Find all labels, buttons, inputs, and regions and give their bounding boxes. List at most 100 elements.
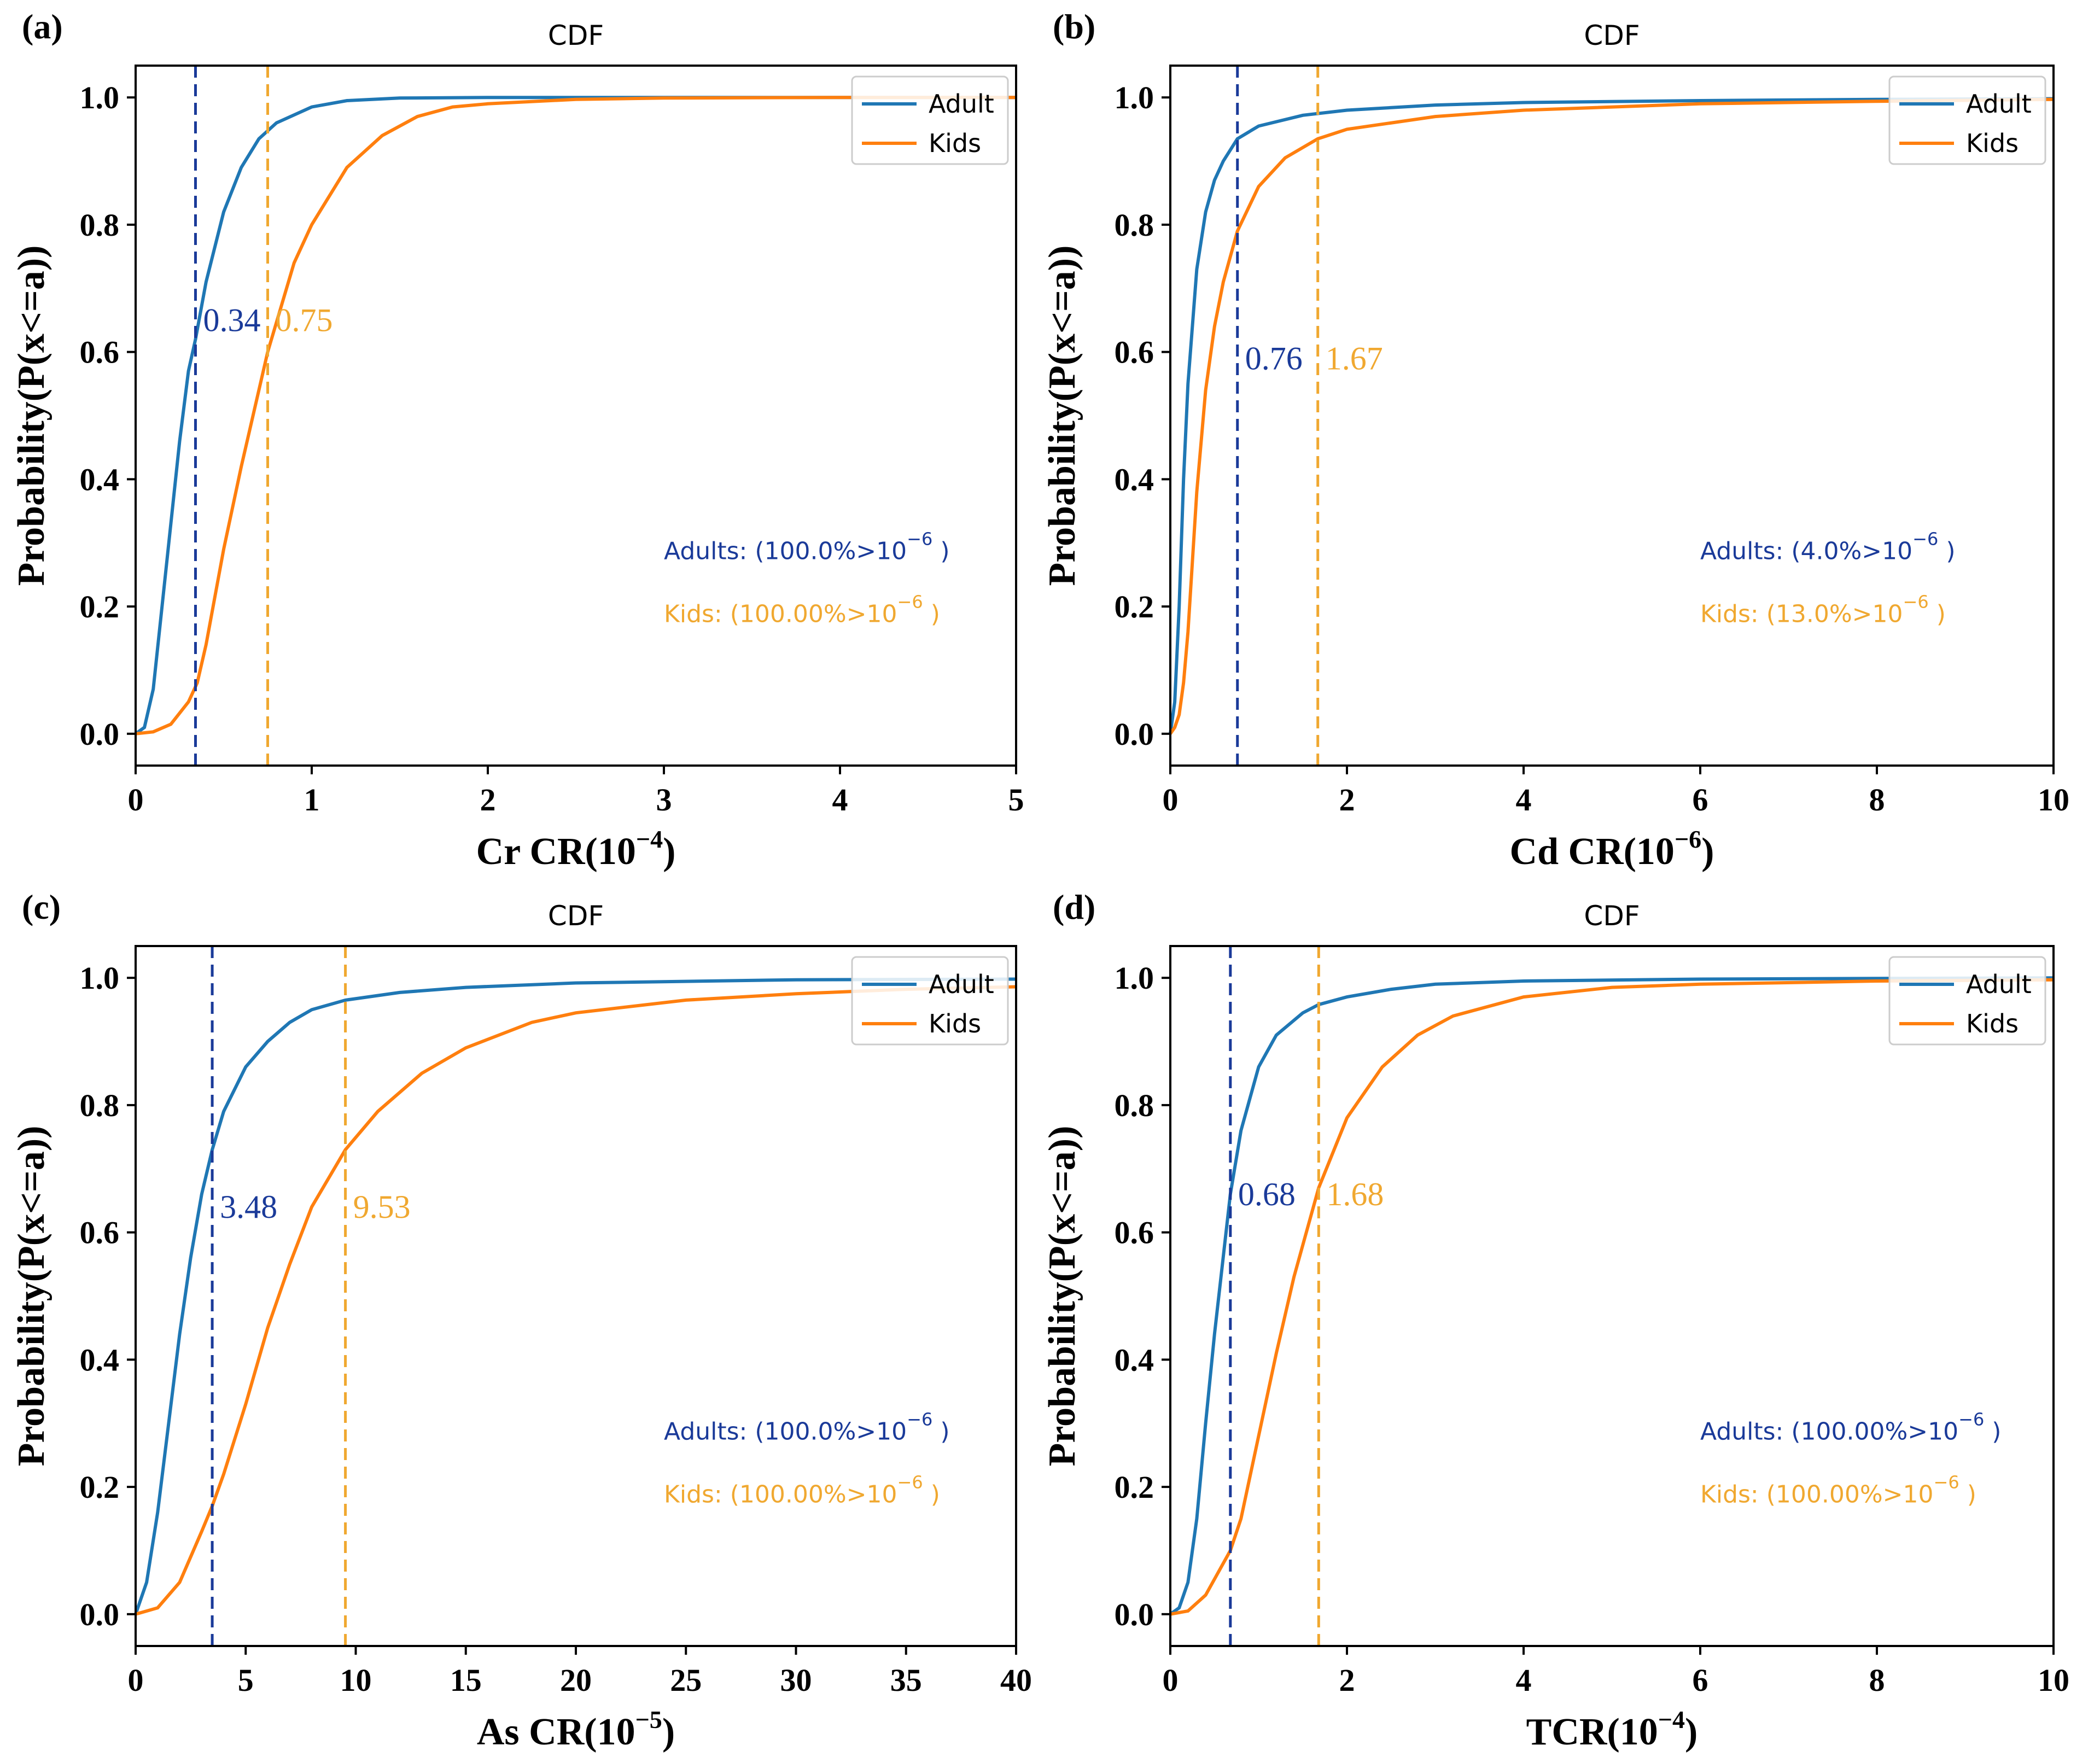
note-exponent: −6 (1912, 528, 1938, 549)
y-tick-label: 0.8 (1115, 207, 1154, 243)
y-tick-label: 0.0 (1115, 716, 1154, 752)
legend-label-kids: Kids (929, 129, 981, 158)
y-tick-label: 0.6 (80, 1215, 120, 1251)
note-kids: Kids: (100.00%>10−6 ) (1700, 1472, 1976, 1508)
x-tick-label: 20 (560, 1662, 592, 1698)
x-tick-label: 4 (832, 782, 848, 818)
plot-frame (1169, 65, 2055, 767)
x-tick-label: 8 (1869, 1662, 1885, 1698)
chart-title: CDF (548, 900, 604, 932)
note-kids: Kids: (100.00%>10−6 ) (664, 591, 940, 628)
threshold-label-kids: 0.75 (276, 302, 333, 338)
x-tick-label: 4 (1516, 782, 1532, 818)
note-suffix: ) (1938, 537, 1955, 565)
series-line-kids (1169, 97, 2054, 735)
note-exponent: −6 (897, 591, 923, 612)
note-exponent: −6 (1934, 1472, 1959, 1492)
x-tick-label: 5 (238, 1662, 254, 1698)
note-prefix: Kids: (13.0%>10 (1700, 600, 1903, 628)
y-tick-label: 1.0 (80, 960, 120, 996)
x-axis-label-exponent: −5 (635, 1706, 662, 1733)
x-axis-label-exponent: −4 (636, 825, 663, 853)
legend: Adult Kids (1888, 75, 2046, 165)
y-axis-label: Probability(P(x<=a)) (1041, 1126, 1083, 1467)
threshold-label-kids: 9.53 (353, 1189, 411, 1225)
plot-frame (135, 65, 1017, 767)
x-tick-label: 1 (304, 782, 320, 818)
y-tick-label: 0.0 (80, 716, 120, 752)
x-axis-label-suffix: ) (662, 1711, 675, 1753)
x-tick-label: 3 (656, 782, 672, 818)
y-tick-label: 0.8 (1115, 1088, 1154, 1123)
y-tick-label: 0.2 (80, 1469, 120, 1505)
note-adult: Adults: (4.0%>10−6 ) (1700, 528, 1956, 565)
x-axis-label-exponent: −6 (1675, 825, 1701, 853)
note-kids: Kids: (100.00%>10−6 ) (664, 1472, 940, 1508)
note-prefix: Adults: (100.0%>10 (664, 1417, 907, 1445)
note-prefix: Kids: (100.00%>10 (664, 1480, 897, 1508)
note-adult: Adults: (100.0%>10−6 ) (664, 528, 949, 565)
note-prefix: Adults: (100.0%>10 (664, 537, 907, 565)
threshold-label-kids: 1.68 (1326, 1176, 1384, 1212)
y-tick-label: 0.8 (80, 207, 120, 243)
x-tick-label: 5 (1008, 782, 1024, 818)
x-axis-label-suffix: ) (1701, 831, 1714, 873)
note-suffix: ) (923, 1480, 940, 1508)
series-line-kids (135, 985, 1017, 1616)
y-tick-label: 0.0 (80, 1597, 120, 1632)
y-tick-label: 1.0 (1115, 80, 1154, 115)
x-tick-label: 0 (128, 782, 144, 818)
series-line-kids (1170, 978, 2054, 1616)
plot-frame (1169, 945, 2055, 1647)
series-line-adult (134, 977, 1017, 1615)
y-tick-label: 0.4 (1115, 462, 1154, 497)
x-tick-label: 0 (1163, 1662, 1179, 1698)
legend-label-kids: Kids (1966, 1009, 2019, 1038)
note-adult: Adults: (100.0%>10−6 ) (664, 1409, 949, 1445)
plot-frame (135, 945, 1017, 1647)
legend-label-adult: Adult (929, 89, 994, 119)
panel-label: (a) (22, 7, 63, 46)
panel-label: (d) (1053, 888, 1095, 926)
note-kids: Kids: (13.0%>10−6 ) (1700, 591, 1946, 628)
note-suffix: ) (932, 1417, 949, 1445)
x-tick-label: 6 (1693, 1662, 1708, 1698)
legend-label-adult: Adult (929, 970, 994, 999)
x-axis-label-suffix: ) (1685, 1711, 1698, 1753)
y-tick-label: 0.6 (1115, 335, 1154, 370)
x-tick-label: 30 (780, 1662, 812, 1698)
x-tick-label: 25 (670, 1662, 702, 1698)
x-tick-label: 6 (1693, 782, 1708, 818)
note-exponent: −6 (907, 1409, 932, 1429)
note-exponent: −6 (1903, 591, 1929, 612)
legend: Adult Kids (1888, 956, 2046, 1046)
x-axis-label: TCR(10−4) (1526, 1706, 1698, 1753)
threshold-label-kids: 1.67 (1326, 340, 1383, 376)
note-suffix: ) (1959, 1480, 1976, 1508)
y-tick-label: 1.0 (1115, 960, 1154, 996)
x-axis-label-prefix: Cd CR(10 (1510, 831, 1675, 873)
y-tick-label: 0.0 (1115, 1597, 1154, 1632)
note-prefix: Adults: (4.0%>10 (1700, 537, 1912, 565)
threshold-label-adult: 3.48 (220, 1189, 277, 1225)
panel-label: (b) (1053, 7, 1095, 46)
legend-label-adult: Adult (1966, 89, 2032, 119)
x-tick-label: 10 (2038, 1662, 2069, 1698)
x-tick-label: 0 (128, 1662, 144, 1698)
x-axis-label-suffix: ) (663, 831, 675, 873)
x-axis-label: Cd CR(10−6) (1510, 825, 1714, 873)
series-line-adult (1169, 976, 2054, 1616)
y-tick-label: 0.8 (80, 1088, 120, 1123)
threshold-label-adult: 0.76 (1245, 340, 1303, 376)
x-axis-label-prefix: As CR(10 (477, 1711, 635, 1753)
threshold-label-adult: 0.68 (1238, 1176, 1296, 1212)
x-tick-label: 2 (1339, 782, 1355, 818)
y-tick-label: 0.2 (1115, 1469, 1154, 1505)
y-tick-label: 0.2 (1115, 589, 1154, 624)
legend-label-adult: Adult (1966, 970, 2032, 999)
y-axis-label: Probability(P(x<=a)) (10, 1126, 52, 1467)
y-axis-label: Probability(P(x<=a)) (10, 246, 52, 586)
